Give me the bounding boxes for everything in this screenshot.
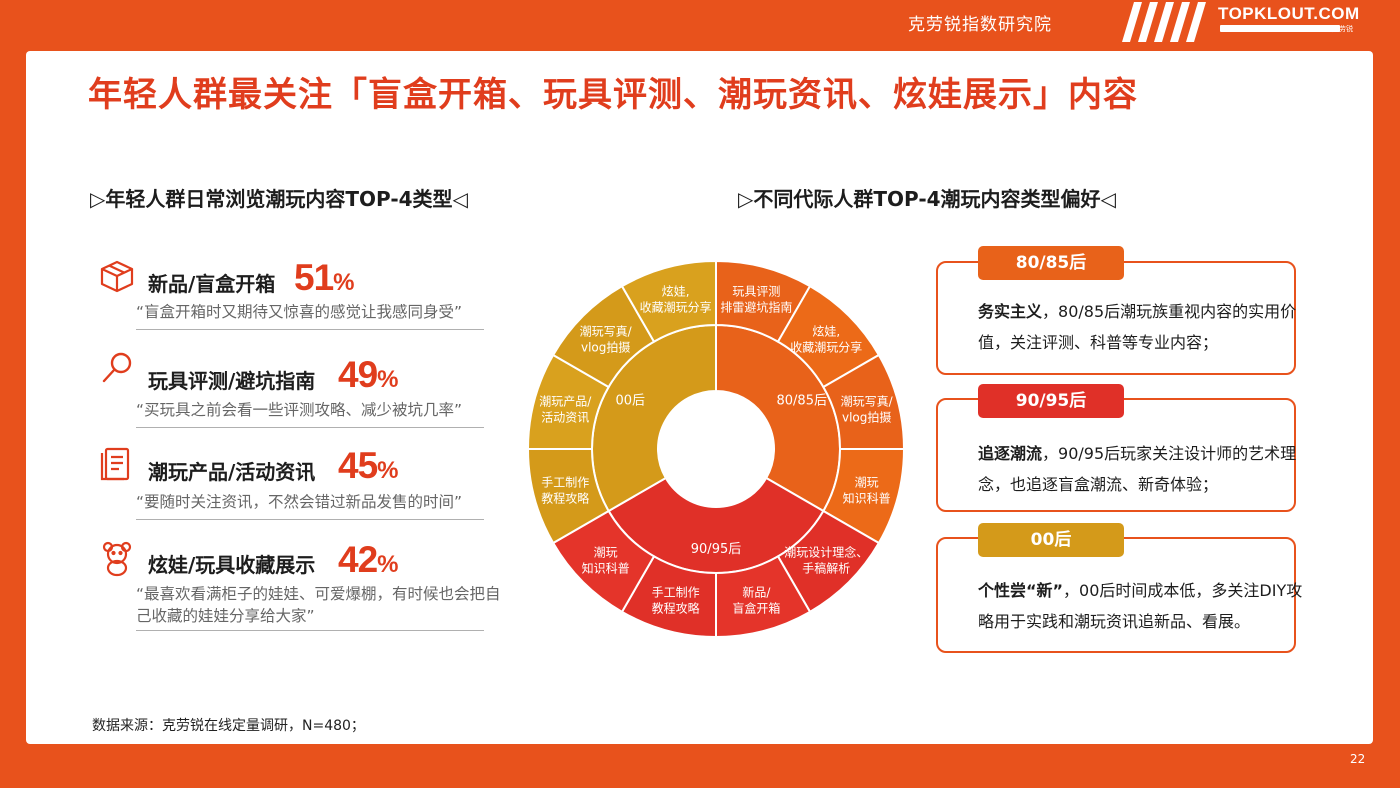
item-title: 玩具评测/避坑指南	[148, 369, 316, 393]
brand-logo: TOPKLOUT.COM	[1218, 4, 1360, 23]
inner-ring-label: 90/95后	[691, 542, 741, 557]
item-percentage: 45%	[338, 445, 399, 486]
outer-ring-label: 炫娃,收藏潮玩分享	[790, 324, 862, 355]
group-description: 个性尝“新”，00后时间成本低，多关注DIY攻略用于实践和潮玩资讯追新品、看展。	[978, 581, 1303, 631]
outer-ring-label: 潮玩写真/vlog拍摄	[841, 394, 894, 425]
divider	[136, 329, 484, 330]
outer-ring-label: 新品/盲盒开箱	[732, 585, 780, 616]
divider	[136, 630, 484, 631]
left-section-heading: ▷年轻人群日常浏览潮玩内容TOP-4类型◁	[90, 187, 468, 211]
item-percentage: 49%	[338, 354, 399, 395]
stripes-logo	[1122, 2, 1206, 42]
item-title: 潮玩产品/活动资讯	[148, 460, 316, 484]
item-quote: “盲盒开箱时又期待又惊喜的感觉让我感同身受”	[136, 303, 463, 321]
brand-sub-logo: 克劳锐	[1332, 25, 1353, 33]
page-title: 年轻人群最关注「盲盒开箱、玩具评测、潮玩资讯、炫娃展示」内容	[88, 75, 1138, 115]
group-box-80-85	[936, 261, 1296, 375]
item-quote: “要随时关注资讯，不然会错过新品发售的时间”	[136, 493, 463, 511]
outer-ring-label: 手工制作教程攻略	[541, 475, 589, 505]
outer-ring-label: 潮玩写真/vlog拍摄	[580, 324, 633, 355]
outer-ring-label: 炫娃,收藏潮玩分享	[640, 283, 712, 314]
outer-ring-segment	[620, 259, 717, 343]
item-title: 新品/盲盒开箱	[148, 272, 276, 296]
outer-ring-label: 潮玩知识科普	[843, 474, 891, 505]
outer-ring-label: 玩具评测排雷避坑指南	[720, 284, 792, 314]
right-section-heading: ▷不同代际人群TOP-4潮玩内容类型偏好◁	[738, 187, 1116, 211]
outer-ring-label: 潮玩产品/活动资讯	[539, 394, 592, 425]
page-number: 22	[1350, 752, 1366, 766]
content-card: 年轻人群最关注「盲盒开箱、玩具评测、潮玩资讯、炫娃展示」内容 ▷年轻人群日常浏览…	[26, 51, 1373, 744]
teddy-bear-icon	[102, 541, 132, 577]
item-quote: “买玩具之前会看一些评测攻略、减少被坑几率”	[136, 401, 463, 419]
group-tag: 80/85后	[978, 246, 1124, 280]
institute-name: 克劳锐指数研究院	[908, 15, 1052, 35]
outer-ring-label: 潮玩知识科普	[582, 544, 630, 575]
top-bar: 克劳锐指数研究院 TOPKLOUT.COM 克劳锐	[0, 0, 1400, 48]
magnifier-icon	[102, 352, 132, 383]
item-title: 炫娃/玩具收藏展示	[148, 553, 316, 577]
group-tag: 90/95后	[978, 384, 1124, 418]
data-source: 数据来源：克劳锐在线定量调研，N=480；	[92, 718, 365, 734]
outer-ring-label: 潮玩设计理念、手稿解析	[784, 544, 868, 575]
item-percentage: 51%	[294, 257, 355, 298]
item-quote: “最喜欢看满柜子的娃娃、可爱爆棚，有时候也会把自己收藏的娃娃分享给大家”	[136, 585, 501, 625]
inner-ring-label: 80/85后	[777, 394, 827, 409]
document-icon	[100, 447, 130, 481]
outer-ring-label: 手工制作教程攻略	[652, 586, 700, 616]
inner-ring-label: 00后	[615, 394, 645, 409]
gift-box-icon	[100, 260, 134, 293]
divider	[136, 427, 484, 428]
group-description: 追逐潮流，90/95后玩家关注设计师的艺术理念，也追逐盲盒潮流、新奇体验；	[978, 444, 1297, 494]
sunburst-chart: 80/85后90/95后00后玩具评测排雷避坑指南炫娃,收藏潮玩分享潮玩写真/v…	[526, 259, 906, 639]
brand-tagline-bar	[1220, 25, 1340, 32]
group-tag: 00后	[978, 523, 1124, 557]
item-percentage: 42%	[338, 539, 399, 580]
group-description: 务实主义，80/85后潮玩族重视内容的实用价值，关注评测、科普等专业内容；	[978, 302, 1297, 352]
divider	[136, 519, 484, 520]
